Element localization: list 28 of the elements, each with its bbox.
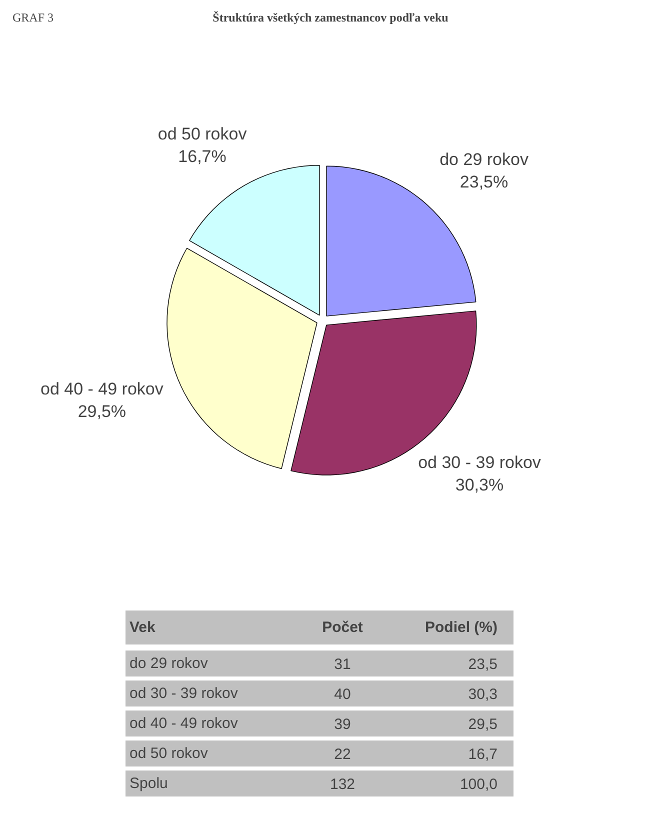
text: 39 (334, 716, 351, 733)
text: 23,5 (468, 656, 498, 673)
text: od 30 - 39 rokov (130, 685, 238, 702)
text: 30,3 (468, 686, 498, 703)
text: Podiel (%) (425, 619, 498, 636)
data-label: 30,3% (455, 476, 504, 495)
slice-label: od 40 - 49 rokov (40, 379, 164, 398)
text: 132 (330, 776, 356, 793)
text: od 50 rokov (130, 745, 208, 762)
text: 22 (334, 746, 351, 763)
text: 100,0 (460, 776, 498, 793)
data-label: 23,5% (460, 172, 508, 192)
text: 40 (334, 686, 351, 703)
text: 16,7 (468, 746, 498, 763)
text: 31 (334, 656, 351, 673)
text: od 40 - 49 rokov (130, 715, 238, 732)
chart-title: Štruktúra všetkých zamestnancov podľa veku (212, 10, 449, 24)
text: Spolu (130, 775, 168, 792)
slice-label: od 30 - 39 rokov (418, 452, 542, 472)
text: Počet (322, 619, 363, 636)
data-label: 29,5% (78, 402, 126, 422)
text: GRAF 3 (12, 10, 54, 24)
data-label: 16,7% (178, 147, 226, 166)
text: do 29 rokov (130, 655, 208, 672)
slice-label: do 29 rokov (440, 150, 529, 169)
text: 29,5 (468, 716, 498, 733)
text: Vek (130, 619, 156, 636)
slice-label: od 50 rokov (158, 124, 248, 144)
